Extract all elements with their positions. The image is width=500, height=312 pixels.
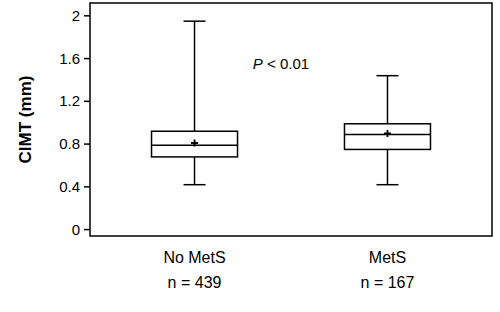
boxes: [152, 21, 431, 185]
y-tick: [84, 229, 90, 231]
y-axis-label: CIMT (mm): [16, 76, 35, 164]
upper-whisker: [387, 76, 389, 124]
mean-marker: [384, 130, 391, 137]
y-tick-label: 0.4: [59, 178, 80, 195]
box: [344, 124, 430, 150]
y-tick: [84, 186, 90, 188]
y-tick: [84, 101, 90, 103]
y-tick-label: 0: [72, 221, 80, 238]
x-tick-sublabel: n = 167: [361, 274, 415, 291]
chart: 0 0.4 0.8 1.2 1.6 2 CIMT (mm) No MetS n = 439 Met…: [0, 0, 500, 312]
lower-whisker: [194, 157, 196, 185]
x-tick-label: MetS: [369, 249, 406, 266]
x-tick-label: No MetS: [163, 249, 225, 266]
upper-whisker: [194, 21, 196, 131]
min-cap: [184, 184, 206, 186]
lower-whisker: [387, 149, 389, 184]
plot-frame: [90, 3, 492, 236]
x-tick-sublabel: n = 439: [168, 274, 222, 291]
y-tick: [84, 58, 90, 60]
annotation: P < 0.01: [253, 55, 309, 72]
y-tick: [84, 15, 90, 17]
y-tick-label: 1.6: [59, 50, 80, 67]
max-cap: [184, 20, 206, 22]
min-cap: [376, 184, 398, 186]
y-tick: [84, 143, 90, 145]
max-cap: [376, 75, 398, 77]
y-tick-label: 2: [72, 7, 80, 24]
y-tick-label: 1.2: [59, 92, 80, 109]
box: [152, 131, 238, 157]
y-tick-label: 0.8: [59, 135, 80, 152]
mean-marker: [191, 140, 198, 147]
